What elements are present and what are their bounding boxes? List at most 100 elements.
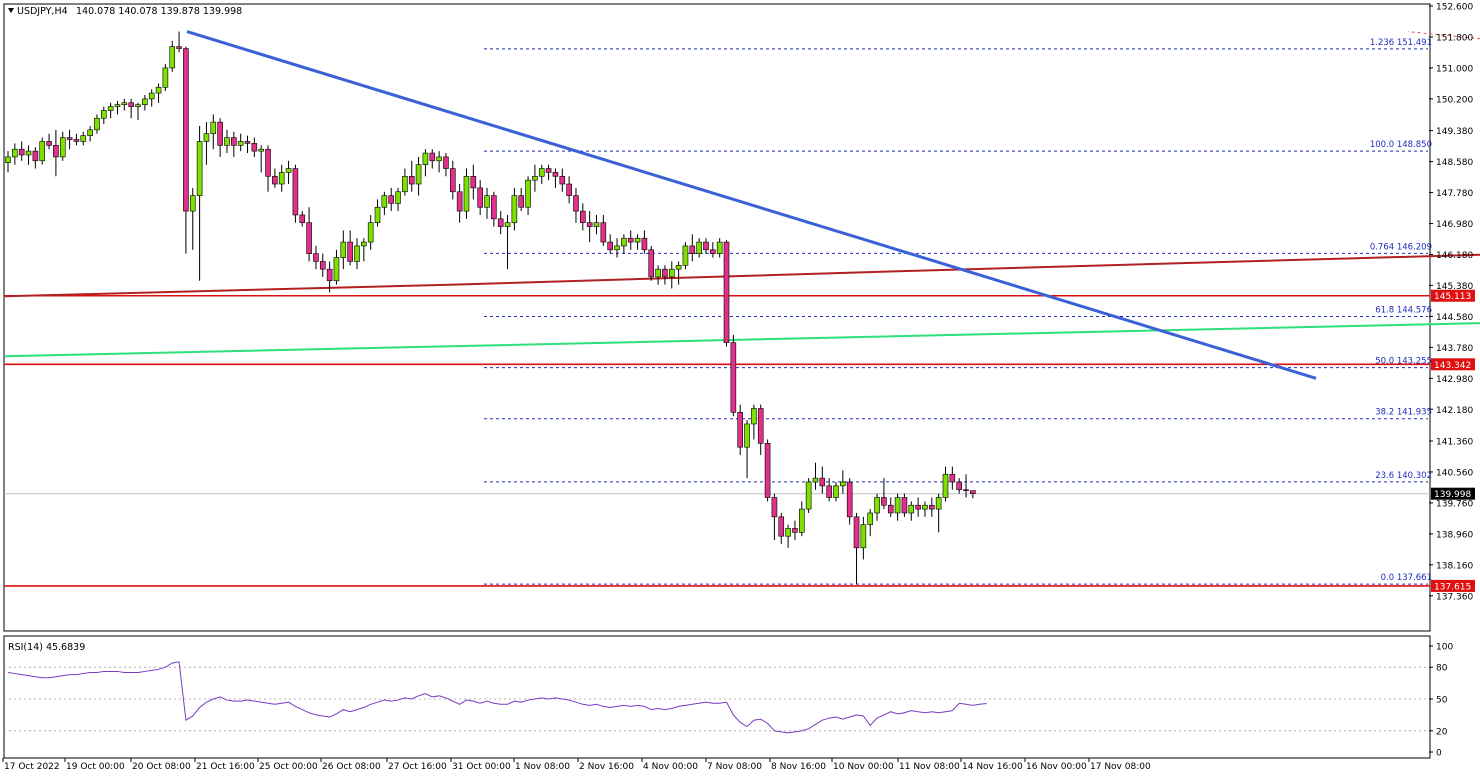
candle-bull [894,497,901,514]
candle-bear [18,148,25,156]
main-plot-frame [3,3,1431,632]
candle-bear [573,195,579,212]
candle-bull [922,504,928,510]
candle-bull [621,237,627,247]
candle-bear [641,237,648,251]
current-price-label: 139.998 [1434,490,1471,500]
horizontal-levels: 145.113 143.342 137.615 139.998 [4,289,1475,592]
candle-bear [648,249,655,278]
candle-bear [176,46,182,49]
time-axis: 17 Oct 2022 19 Oct 00:00 20 Oct 08:00 21 Oc… [2,758,1151,772]
fib-level-label: 1.236 151.491 [1370,38,1432,48]
candle-bull [285,168,292,173]
candle-bear [53,145,59,158]
time-tick-label: 7 Nov 08:00 [707,762,762,772]
candle-bull [101,110,107,119]
candle-bull [258,148,264,152]
candle-bull [39,141,46,162]
candle-bear [518,195,525,208]
candle-bear [217,121,223,146]
candle-bull [532,175,538,181]
price-tick-label: 141.360 [1436,437,1473,447]
current-price-badge [1431,487,1475,500]
fib-level-label: 23.6 140.302 [1375,471,1432,481]
candle-bull [751,408,757,425]
candle-bull [333,257,340,282]
candle-bear [949,473,956,483]
candle-bear [826,485,832,498]
candle-bear [347,241,353,262]
candle-bear [956,481,962,491]
time-tick-label: 31 Oct 00:00 [452,762,511,772]
candle-bull [87,129,93,136]
candle-bull [354,245,360,262]
price-tick-label: 142.980 [1436,375,1473,385]
candle-bull [162,67,169,88]
candle-bear [66,137,73,140]
candle-bull [484,195,490,208]
candle-bull [525,179,531,208]
price-badge-label: 143.342 [1434,361,1471,371]
price-tick-label: 151.800 [1436,33,1473,43]
candle-bear [963,489,969,492]
rsi-line [7,661,987,734]
candle-bear [292,168,299,216]
price-tick-label: 144.580 [1436,313,1473,323]
time-tick-label: 25 Oct 00:00 [259,762,318,772]
candle-bear [627,237,634,243]
fib-level-label: 50.0 143.255 [1375,357,1432,367]
candle-bear [265,148,271,177]
candle-bear [792,528,798,533]
candle-bear [477,187,483,208]
time-tick-label: 2 Nov 16:00 [579,762,634,772]
candle-bear [929,504,935,510]
candle-bear [757,408,764,444]
candle-bear [662,268,668,278]
price-tick-label: 146.180 [1436,251,1473,261]
candle-bear [580,210,586,224]
price-tick-label: 139.760 [1436,499,1473,509]
candle-bull [942,473,949,498]
candle-bull [12,148,18,158]
price-badge [1431,289,1475,302]
price-tick-label: 138.160 [1436,561,1473,571]
candle-bull [874,497,880,514]
time-tick-label: 19 Oct 00:00 [66,762,125,772]
price-tick-label: 150.200 [1436,95,1473,105]
time-tick-label: 17 Oct 2022 [4,762,60,772]
rsi-tick-label: 80 [1436,664,1448,674]
candle-bull [436,156,442,162]
candle-bear [388,195,395,204]
candle-bear [901,497,908,514]
candle-bull [785,528,791,537]
price-badge [1431,358,1475,371]
candle-bull [340,241,347,258]
candle-bear [497,218,504,227]
candle-bear [710,249,716,254]
candle-bear [771,497,778,518]
candle-bull [94,117,100,131]
candle-bear [326,268,333,282]
chart-header: USDJPY,H4 140.078 140.078 139.878 139.99… [8,6,242,17]
candle-bull [224,137,230,146]
candle-bear [251,143,258,152]
indicator-lines [4,30,1480,380]
time-tick-label: 21 Oct 16:00 [196,762,255,772]
price-badge-label: 137.615 [1434,582,1471,592]
fib-level-label: 0.764 146.209 [1370,242,1432,252]
candle-bull [107,106,114,111]
candle-bull [402,175,408,193]
candle-bear [552,172,559,177]
candle-bear [881,497,887,506]
dropdown-triangle-icon[interactable] [8,8,14,13]
candle-bear [244,141,251,144]
candle-bull [805,481,812,510]
candles [5,31,976,585]
candle-bull [798,508,805,533]
time-tick-label: 1 Nov 08:00 [515,762,570,772]
candle-bull [189,195,196,212]
candle-bear [600,222,607,243]
price-axis: 152.600 151.800 151.000 150.200 149.380 148.5… [1429,3,1473,602]
time-tick-label: 26 Oct 08:00 [322,762,381,772]
